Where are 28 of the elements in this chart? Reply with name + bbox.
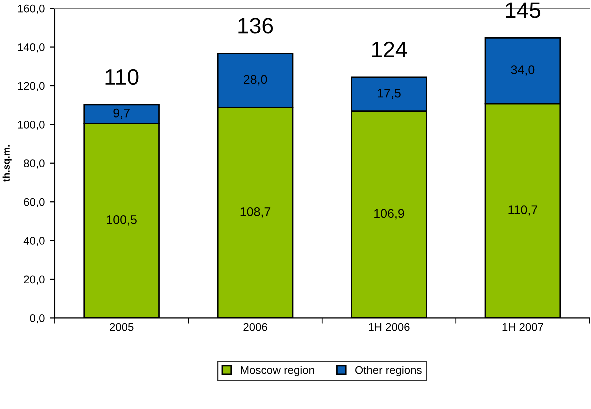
data-label: 9,7 bbox=[114, 108, 130, 120]
y-tick-label: 100,0 bbox=[18, 120, 45, 130]
y-tick-label: 160,0 bbox=[18, 4, 45, 14]
total-label: 110 bbox=[106, 69, 139, 86]
y-tick-label: 80,0 bbox=[24, 160, 45, 169]
y-tick-label: 120,0 bbox=[18, 82, 45, 92]
x-tick-label: 2005 bbox=[110, 323, 134, 332]
legend-label: Moscow region bbox=[241, 366, 314, 376]
data-label: 17,5 bbox=[378, 89, 401, 100]
x-tick-label: 1H 2007 bbox=[502, 323, 544, 332]
total-label: 124 bbox=[372, 42, 408, 58]
data-label: 108,7 bbox=[240, 208, 271, 218]
data-label: 34,0 bbox=[511, 66, 535, 76]
data-label: 106,9 bbox=[374, 209, 404, 220]
y-tick-label: 0,0 bbox=[30, 314, 45, 324]
y-axis-title: th.sq.m. bbox=[2, 145, 12, 182]
y-tick-label: 40,0 bbox=[24, 237, 45, 246]
x-tick-label: 2006 bbox=[244, 323, 268, 332]
y-tick-label: 60,0 bbox=[24, 198, 45, 208]
y-tick-label: 140,0 bbox=[18, 44, 45, 53]
legend-label: Other regions bbox=[356, 366, 422, 376]
data-label: 100,5 bbox=[107, 215, 137, 226]
x-tick-label: 1H 2006 bbox=[369, 323, 410, 332]
y-tick-label: 20,0 bbox=[24, 276, 45, 285]
total-label: 136 bbox=[238, 18, 274, 34]
total-label: 145 bbox=[506, 2, 541, 18]
data-label: 28,0 bbox=[244, 75, 268, 86]
data-label: 110,7 bbox=[508, 206, 538, 216]
